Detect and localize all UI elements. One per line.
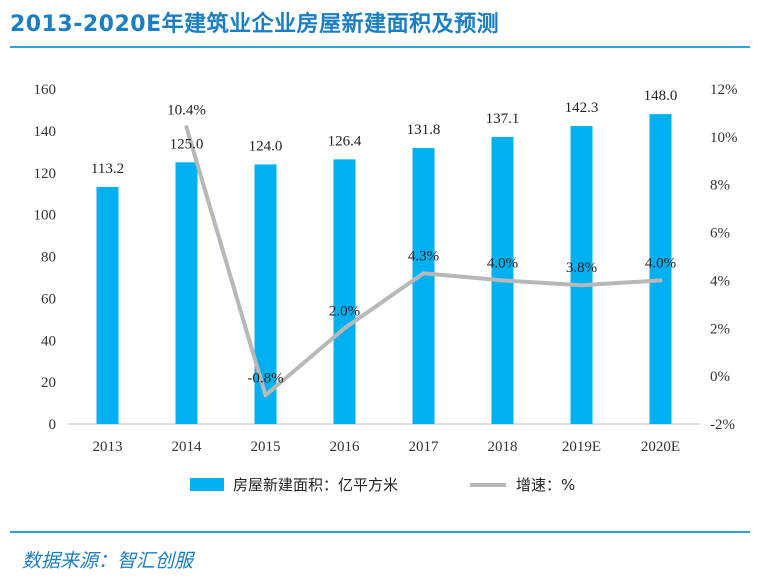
line-value-label: 4.3% (408, 248, 439, 264)
bar-value-label: 126.4 (328, 133, 362, 149)
line-point (184, 125, 189, 130)
y-right-tick-label: 12% (710, 82, 738, 98)
line-series (184, 125, 663, 398)
bar-value-label: 125.0 (170, 136, 204, 152)
line-value-label: 4.0% (645, 255, 676, 271)
source-note: 数据来源：智汇创服 (22, 550, 194, 572)
x-tick-label: 2017 (409, 439, 440, 455)
bar (254, 164, 277, 424)
line-point (342, 326, 347, 331)
bar-value-label: 124.0 (249, 138, 283, 154)
bar-value-label: 131.8 (407, 122, 441, 138)
chart-title: 2013-2020E年建筑业企业房屋新建面积及预测 (10, 12, 500, 37)
bar-value-label: 113.2 (91, 161, 124, 177)
chart-axes: 0 20 40 60 80 100 120 140 160 -2% 0% 2% 4% 6% 8% 10% 12%… (34, 82, 738, 455)
x-tick-label: 2020E (641, 439, 680, 455)
y-left-tick-label: 60 (41, 291, 56, 307)
legend-line-label: 增速：% (516, 476, 575, 494)
y-right-tick-label: 6% (710, 226, 730, 242)
y-right-tick-label: 0% (710, 369, 730, 385)
line-value-label: 3.8% (566, 260, 597, 276)
y-right-tick-label: 4% (710, 273, 730, 289)
legend-bar-label: 房屋新建面积：亿平方米 (233, 476, 398, 494)
data-labels: 113.2 125.0 124.0 126.4 131.8 137.1 142.3 148.0… (91, 88, 677, 386)
line-value-label: -0.8% (247, 370, 283, 386)
bar-value-label: 142.3 (565, 100, 599, 116)
y-left-tick-label: 120 (34, 166, 57, 182)
y-left-tick-label: 100 (34, 208, 57, 224)
x-tick-label: 2019E (562, 439, 601, 455)
y-left-tick-label: 20 (41, 375, 56, 391)
y-left-tick-label: 160 (34, 82, 57, 98)
y-right-tick-label: -2% (710, 417, 735, 433)
y-right-tick-label: 10% (710, 130, 738, 146)
y-left-tick-label: 0 (49, 417, 57, 433)
line-point (500, 278, 505, 283)
bar (175, 162, 198, 424)
bar (570, 126, 593, 424)
y-left-tick-label: 40 (41, 333, 56, 349)
chart-legend: 房屋新建面积：亿平方米 增速：% (190, 476, 575, 494)
line-value-label: 4.0% (487, 255, 518, 271)
line-point (579, 283, 584, 288)
line-point (658, 278, 663, 283)
line-point (263, 393, 268, 398)
y-right-tick-label: 2% (710, 321, 730, 337)
bar (649, 114, 672, 424)
line-value-label: 10.4% (167, 102, 206, 118)
y-right-tick-label: 8% (710, 178, 730, 194)
x-tick-label: 2014 (172, 439, 203, 455)
title-divider (10, 46, 750, 48)
bar (333, 159, 356, 424)
bar-value-label: 137.1 (486, 111, 520, 127)
x-tick-label: 2018 (488, 439, 518, 455)
line-value-label: 2.0% (329, 303, 360, 319)
y-left-tick-label: 80 (41, 250, 56, 266)
bar-value-label: 148.0 (644, 88, 678, 104)
x-tick-label: 2015 (251, 439, 281, 455)
legend-bar-swatch (190, 478, 224, 491)
bar (412, 148, 435, 424)
bar (96, 186, 119, 424)
line-point (421, 271, 426, 276)
x-tick-label: 2016 (330, 439, 361, 455)
x-tick-label: 2013 (93, 439, 123, 455)
source-divider (10, 531, 750, 533)
y-left-tick-label: 140 (34, 124, 57, 140)
